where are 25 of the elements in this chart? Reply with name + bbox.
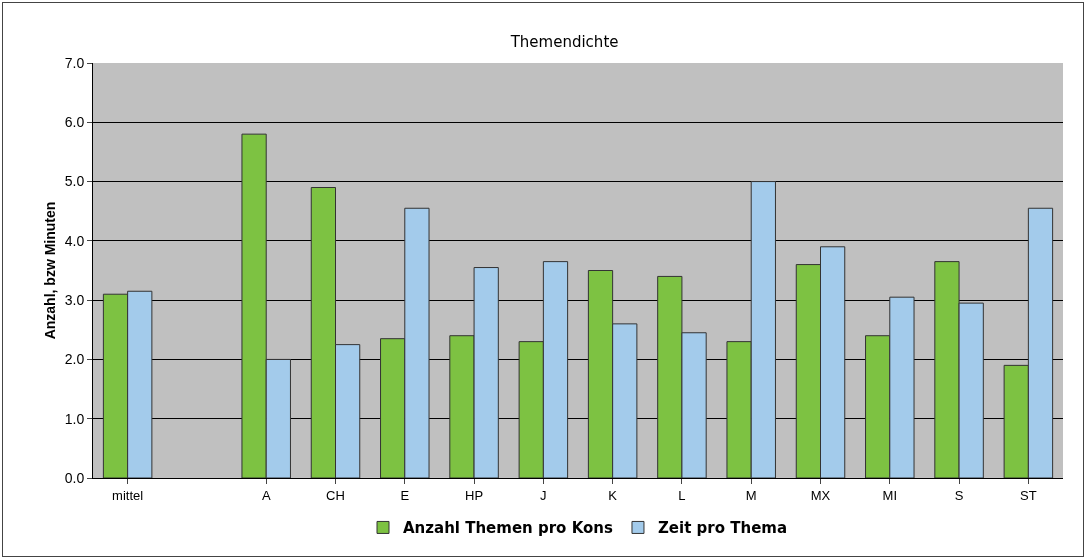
legend-label: Anzahl Themen pro Kons	[403, 519, 613, 538]
y-tick-label: 7.0	[64, 54, 85, 71]
x-tick-label: M	[745, 487, 757, 503]
x-tick-label: S	[954, 487, 964, 503]
legend-label: Zeit pro Thema	[657, 519, 788, 538]
x-tick-label: E	[400, 487, 410, 503]
x-tick-label: mittel	[112, 487, 144, 503]
chart-title: Themendichte	[509, 32, 619, 51]
y-axis-title: Anzahl, bzw Minuten	[42, 201, 58, 340]
y-tick-label: 1.0	[64, 410, 85, 427]
x-tick-label: HP	[465, 487, 484, 503]
x-tick-label: A	[261, 487, 271, 503]
x-tick-label: CH	[326, 487, 345, 503]
x-tick-label: MX	[810, 487, 831, 503]
y-tick-label: 6.0	[64, 114, 85, 131]
x-tick-label: L	[678, 487, 686, 503]
x-tick-label: MI	[882, 487, 898, 503]
x-tick-label: J	[540, 487, 547, 503]
x-tick-label: K	[608, 487, 618, 503]
y-tick-label: 0.0	[64, 469, 85, 486]
x-tick-label: ST	[1020, 487, 1037, 503]
y-tick-label: 2.0	[64, 351, 85, 368]
y-tick-label: 4.0	[64, 232, 85, 249]
y-tick-label: 5.0	[64, 173, 85, 190]
y-tick-label: 3.0	[64, 292, 85, 309]
